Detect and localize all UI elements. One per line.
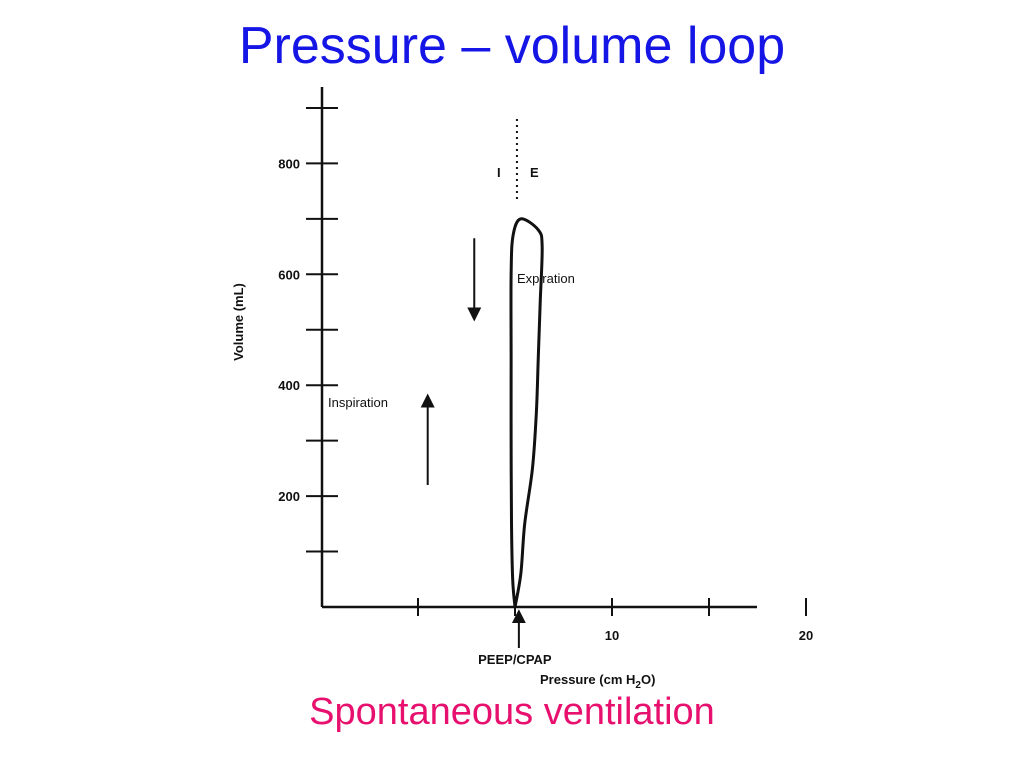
x-tick-label: 10 <box>605 628 619 643</box>
y-tick-label: 400 <box>278 378 300 393</box>
x-axis-label: Pressure (cm H2O) <box>540 672 655 691</box>
inspiration-phase-label: I <box>497 165 501 180</box>
inspiration-label: Inspiration <box>328 395 388 410</box>
y-axis-label: Volume (mL) <box>231 283 246 361</box>
y-tick-label: 200 <box>278 489 300 504</box>
expiration-phase-label: E <box>530 165 539 180</box>
slide-caption: Spontaneous ventilation <box>309 691 715 733</box>
expiration-label: Expiration <box>517 271 575 286</box>
pv-loop-line <box>509 217 544 608</box>
slide-title: Pressure – volume loop <box>238 17 786 75</box>
peep-label: PEEP/CPAP <box>478 652 552 667</box>
x-tick-label: 20 <box>799 628 813 643</box>
y-tick-label: 600 <box>278 267 300 282</box>
y-tick-label: 800 <box>278 156 300 171</box>
